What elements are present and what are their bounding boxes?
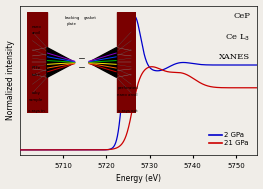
Text: XANES: XANES	[219, 53, 250, 61]
Text: CeP: CeP	[234, 12, 250, 19]
Legend: 2 GPa, 21 GPa: 2 GPa, 21 GPa	[206, 129, 252, 149]
X-axis label: Energy (eV): Energy (eV)	[116, 174, 161, 184]
Y-axis label: Normalized intensity: Normalized intensity	[6, 40, 14, 120]
Text: Ce L$_3$: Ce L$_3$	[225, 33, 250, 43]
